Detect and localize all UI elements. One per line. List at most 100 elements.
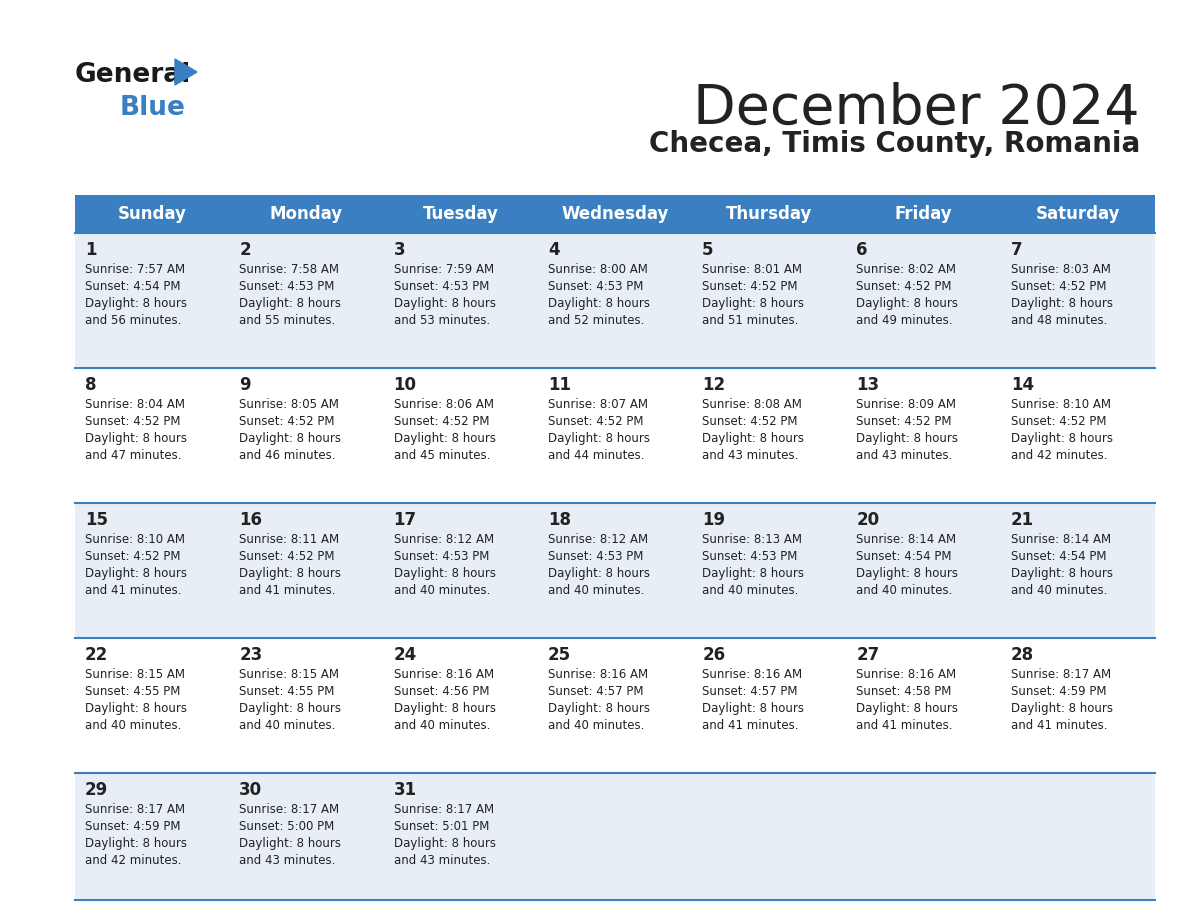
Text: Sunrise: 8:05 AM: Sunrise: 8:05 AM	[239, 398, 339, 411]
Text: Sunrise: 8:03 AM: Sunrise: 8:03 AM	[1011, 263, 1111, 276]
Text: and 43 minutes.: and 43 minutes.	[857, 449, 953, 462]
Polygon shape	[175, 59, 197, 85]
Bar	[384, 503, 538, 638]
Text: Daylight: 8 hours: Daylight: 8 hours	[393, 567, 495, 580]
Text: Sunrise: 8:00 AM: Sunrise: 8:00 AM	[548, 263, 647, 276]
Text: Sunset: 4:53 PM: Sunset: 4:53 PM	[548, 550, 643, 563]
Bar	[384, 233, 538, 368]
Text: Sunrise: 8:13 AM: Sunrise: 8:13 AM	[702, 533, 802, 546]
Text: Sunset: 4:55 PM: Sunset: 4:55 PM	[239, 685, 335, 698]
Text: 9: 9	[239, 376, 251, 394]
Text: Daylight: 8 hours: Daylight: 8 hours	[1011, 702, 1113, 715]
Text: Sunrise: 8:12 AM: Sunrise: 8:12 AM	[393, 533, 494, 546]
Text: and 55 minutes.: and 55 minutes.	[239, 314, 335, 327]
Text: Daylight: 8 hours: Daylight: 8 hours	[702, 297, 804, 310]
Text: and 40 minutes.: and 40 minutes.	[1011, 584, 1107, 597]
Text: Sunrise: 7:57 AM: Sunrise: 7:57 AM	[86, 263, 185, 276]
Text: Daylight: 8 hours: Daylight: 8 hours	[239, 432, 341, 445]
Text: Sunrise: 7:58 AM: Sunrise: 7:58 AM	[239, 263, 340, 276]
Text: and 43 minutes.: and 43 minutes.	[393, 854, 489, 867]
Text: 20: 20	[857, 511, 879, 529]
Text: Sunrise: 8:09 AM: Sunrise: 8:09 AM	[857, 398, 956, 411]
Text: Daylight: 8 hours: Daylight: 8 hours	[857, 702, 959, 715]
Text: Daylight: 8 hours: Daylight: 8 hours	[548, 702, 650, 715]
Text: Daylight: 8 hours: Daylight: 8 hours	[239, 837, 341, 850]
Bar	[1000, 503, 1155, 638]
Text: Thursday: Thursday	[726, 205, 813, 223]
Text: and 45 minutes.: and 45 minutes.	[393, 449, 489, 462]
Text: Sunrise: 8:17 AM: Sunrise: 8:17 AM	[86, 803, 185, 816]
Bar	[1000, 638, 1155, 773]
Bar	[693, 233, 846, 368]
Bar	[229, 368, 384, 503]
Text: and 41 minutes.: and 41 minutes.	[857, 719, 953, 732]
Text: 7: 7	[1011, 241, 1023, 259]
Text: Friday: Friday	[895, 205, 953, 223]
Text: 26: 26	[702, 646, 725, 664]
Bar	[846, 195, 1000, 233]
Bar	[75, 773, 229, 900]
Text: and 52 minutes.: and 52 minutes.	[548, 314, 644, 327]
Bar	[229, 773, 384, 900]
Text: Sunrise: 7:59 AM: Sunrise: 7:59 AM	[393, 263, 494, 276]
Bar	[75, 195, 229, 233]
Text: Sunset: 4:52 PM: Sunset: 4:52 PM	[86, 550, 181, 563]
Bar	[538, 195, 693, 233]
Bar	[1000, 195, 1155, 233]
Text: Sunset: 4:52 PM: Sunset: 4:52 PM	[857, 415, 952, 428]
Text: Sunrise: 8:06 AM: Sunrise: 8:06 AM	[393, 398, 493, 411]
Text: 5: 5	[702, 241, 714, 259]
Text: and 51 minutes.: and 51 minutes.	[702, 314, 798, 327]
Text: 16: 16	[239, 511, 263, 529]
Text: 29: 29	[86, 781, 108, 799]
Text: Daylight: 8 hours: Daylight: 8 hours	[393, 837, 495, 850]
Text: Wednesday: Wednesday	[561, 205, 669, 223]
Text: Sunset: 4:55 PM: Sunset: 4:55 PM	[86, 685, 181, 698]
Text: 31: 31	[393, 781, 417, 799]
Text: 30: 30	[239, 781, 263, 799]
Bar	[693, 638, 846, 773]
Text: and 43 minutes.: and 43 minutes.	[239, 854, 336, 867]
Text: 1: 1	[86, 241, 96, 259]
Bar	[693, 503, 846, 638]
Text: Daylight: 8 hours: Daylight: 8 hours	[1011, 567, 1113, 580]
Bar	[1000, 368, 1155, 503]
Text: Saturday: Saturday	[1036, 205, 1120, 223]
Bar	[75, 233, 229, 368]
Text: and 40 minutes.: and 40 minutes.	[548, 584, 644, 597]
Text: and 46 minutes.: and 46 minutes.	[239, 449, 336, 462]
Text: 25: 25	[548, 646, 571, 664]
Text: and 42 minutes.: and 42 minutes.	[86, 854, 182, 867]
Text: Daylight: 8 hours: Daylight: 8 hours	[1011, 297, 1113, 310]
Text: Sunset: 4:58 PM: Sunset: 4:58 PM	[857, 685, 952, 698]
Bar	[693, 368, 846, 503]
Text: Sunset: 4:52 PM: Sunset: 4:52 PM	[239, 550, 335, 563]
Text: and 40 minutes.: and 40 minutes.	[393, 584, 489, 597]
Text: Sunset: 4:53 PM: Sunset: 4:53 PM	[393, 280, 489, 293]
Text: Sunrise: 8:16 AM: Sunrise: 8:16 AM	[702, 668, 802, 681]
Text: Sunset: 4:54 PM: Sunset: 4:54 PM	[86, 280, 181, 293]
Text: General: General	[75, 62, 191, 88]
Text: Sunrise: 8:15 AM: Sunrise: 8:15 AM	[239, 668, 340, 681]
Text: 18: 18	[548, 511, 571, 529]
Text: Sunset: 4:52 PM: Sunset: 4:52 PM	[702, 415, 797, 428]
Text: and 48 minutes.: and 48 minutes.	[1011, 314, 1107, 327]
Bar	[75, 503, 229, 638]
Bar	[1000, 773, 1155, 900]
Text: and 53 minutes.: and 53 minutes.	[393, 314, 489, 327]
Text: Sunset: 4:52 PM: Sunset: 4:52 PM	[1011, 280, 1106, 293]
Text: Sunrise: 8:15 AM: Sunrise: 8:15 AM	[86, 668, 185, 681]
Bar	[384, 368, 538, 503]
Text: Sunset: 4:53 PM: Sunset: 4:53 PM	[393, 550, 489, 563]
Text: Sunrise: 8:14 AM: Sunrise: 8:14 AM	[857, 533, 956, 546]
Text: Daylight: 8 hours: Daylight: 8 hours	[393, 297, 495, 310]
Text: Sunset: 4:56 PM: Sunset: 4:56 PM	[393, 685, 489, 698]
Text: Sunrise: 8:17 AM: Sunrise: 8:17 AM	[393, 803, 494, 816]
Text: and 41 minutes.: and 41 minutes.	[702, 719, 798, 732]
Text: Daylight: 8 hours: Daylight: 8 hours	[702, 567, 804, 580]
Text: 15: 15	[86, 511, 108, 529]
Text: and 40 minutes.: and 40 minutes.	[857, 584, 953, 597]
Text: Daylight: 8 hours: Daylight: 8 hours	[86, 567, 187, 580]
Text: Daylight: 8 hours: Daylight: 8 hours	[702, 432, 804, 445]
Text: Sunset: 4:52 PM: Sunset: 4:52 PM	[548, 415, 644, 428]
